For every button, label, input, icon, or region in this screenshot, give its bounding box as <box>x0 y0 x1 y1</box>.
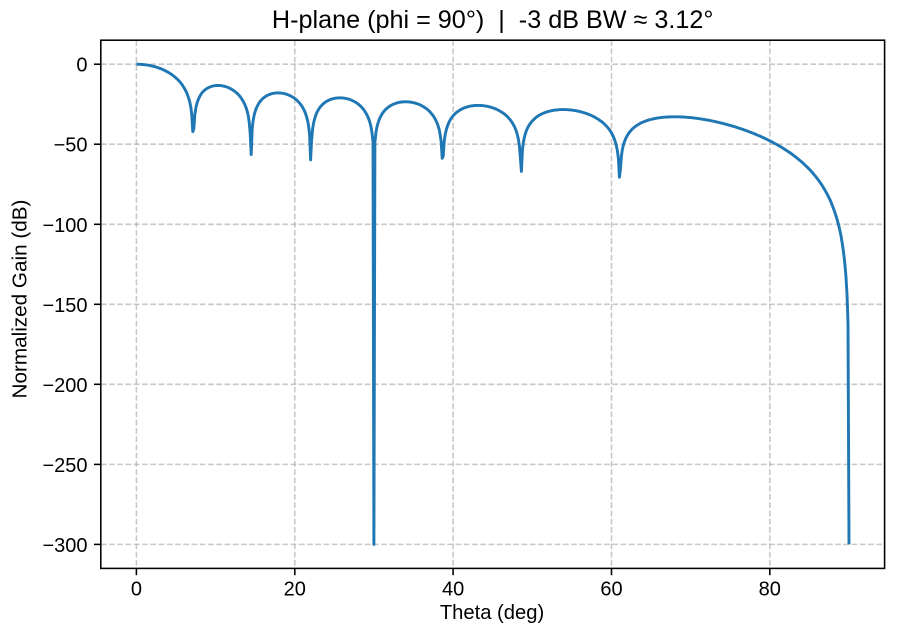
svg-text:−150: −150 <box>42 295 87 317</box>
svg-text:0: 0 <box>131 579 142 601</box>
svg-text:80: 80 <box>759 579 781 601</box>
svg-text:Theta (deg): Theta (deg) <box>440 602 544 624</box>
svg-text:60: 60 <box>600 579 622 601</box>
svg-text:0: 0 <box>76 55 87 77</box>
svg-text:40: 40 <box>442 579 464 601</box>
svg-text:−100: −100 <box>42 215 87 237</box>
svg-text:−300: −300 <box>42 535 87 557</box>
svg-text:−50: −50 <box>54 135 88 157</box>
svg-text:−250: −250 <box>42 455 87 477</box>
svg-text:Normalized Gain (dB): Normalized Gain (dB) <box>9 200 32 399</box>
svg-text:−200: −200 <box>42 375 87 397</box>
svg-text:20: 20 <box>284 579 306 601</box>
svg-text:H-plane (phi = 90°) | -3 dB: H-plane (phi = 90°) | -3 dB BW ≈ 3.12° <box>272 6 714 34</box>
